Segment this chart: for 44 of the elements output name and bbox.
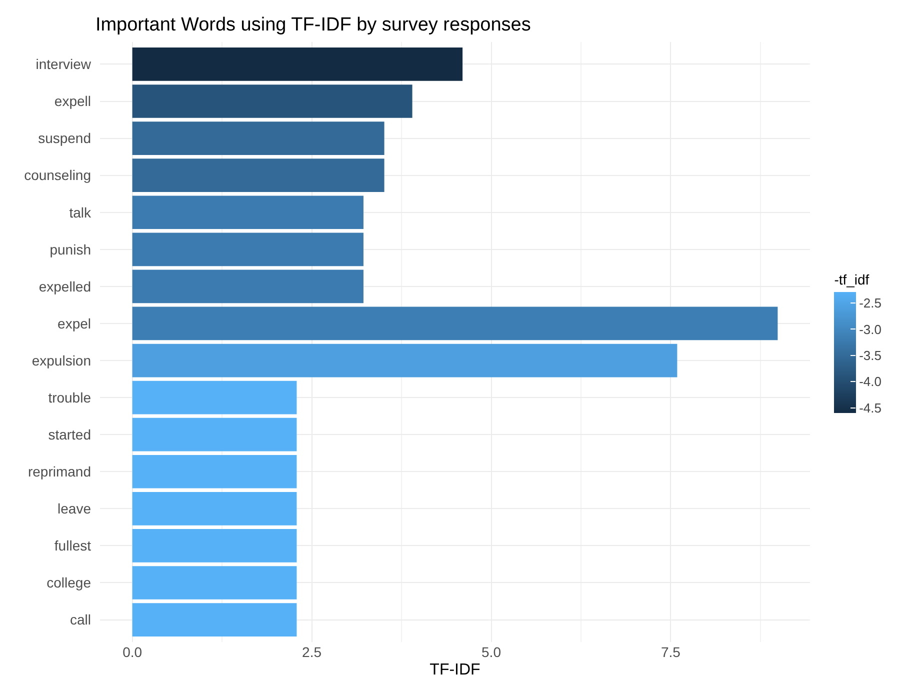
color-bar-label: -3.5 <box>859 348 882 363</box>
color-bar-label: -4.5 <box>859 400 882 416</box>
bar <box>132 529 297 562</box>
y-tick-label: interview <box>36 56 92 72</box>
y-tick-label: expel <box>58 315 91 332</box>
y-tick-label: expell <box>54 93 91 110</box>
y-tick-label: punish <box>50 241 91 258</box>
y-tick-label: reprimand <box>28 464 91 480</box>
bar <box>132 380 297 414</box>
chart-title: Important Words using TF-IDF by survey responses <box>95 14 531 36</box>
y-tick-label: trouble <box>48 389 92 406</box>
x-tick-label: 2.5 <box>302 644 322 660</box>
bar <box>132 566 297 600</box>
x-tick-label: 5.0 <box>482 644 502 660</box>
bar <box>132 270 364 304</box>
y-tick-label: counseling <box>24 167 91 184</box>
y-tick-label: call <box>70 612 91 628</box>
y-tick-label: suspend <box>38 130 91 146</box>
color-bar-label: -3.0 <box>859 322 882 337</box>
color-bar-label: -4.0 <box>859 374 882 390</box>
x-axis-title: TF-IDF <box>430 662 481 679</box>
bar <box>132 122 384 155</box>
x-tick-label: 0.0 <box>122 644 142 660</box>
bar <box>132 418 297 452</box>
bar <box>132 344 678 378</box>
bar <box>132 492 297 526</box>
bar <box>132 158 384 192</box>
y-tick-label: fullest <box>54 538 92 554</box>
bar <box>132 232 364 266</box>
y-tick-label: expelled <box>38 278 91 294</box>
y-tick-label: expulsion <box>32 352 91 368</box>
color-bar-label: -2.5 <box>859 296 882 311</box>
bar <box>132 48 463 81</box>
x-tick-label: 7.5 <box>660 644 681 660</box>
bar <box>132 196 364 230</box>
y-tick-label: leave <box>58 500 92 517</box>
bar <box>132 306 778 340</box>
bar <box>132 603 297 636</box>
y-tick-label: started <box>48 426 91 442</box>
y-tick-label: college <box>46 574 92 591</box>
color-bar-title: -tf_idf <box>834 272 870 288</box>
bar <box>132 454 297 488</box>
y-tick-label: talk <box>69 204 92 220</box>
bar <box>132 84 412 118</box>
